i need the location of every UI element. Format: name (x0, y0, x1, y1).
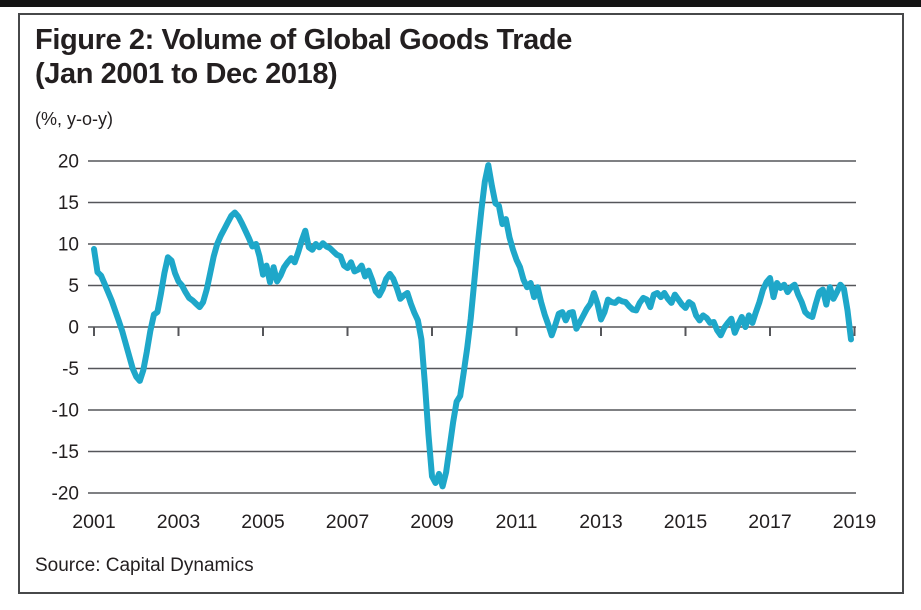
x-axis-label: 2011 (496, 511, 538, 533)
x-axis-label: 2019 (833, 511, 876, 533)
x-axis-label: 2003 (157, 511, 200, 533)
y-axis-label: -10 (52, 401, 79, 422)
y-axis-label: -5 (62, 359, 79, 380)
top-rule (0, 0, 921, 7)
x-axis-label: 2009 (410, 511, 453, 533)
y-axis-label: 5 (68, 276, 79, 297)
y-axis-label: 10 (58, 235, 79, 256)
x-axis-label: 2017 (748, 511, 791, 533)
y-axis-label: -15 (52, 442, 79, 463)
source-note: Source: Capital Dynamics (35, 555, 254, 576)
y-axis-label: 0 (68, 318, 79, 339)
y-axis-label: 20 (58, 152, 79, 173)
x-axis-label: 2001 (72, 511, 115, 533)
figure-title-line1: Figure 2: Volume of Global Goods Trade (35, 24, 572, 56)
x-axis-label: 2007 (326, 511, 369, 533)
y-axis-label: 15 (58, 193, 79, 214)
x-axis-label: 2013 (579, 511, 622, 533)
y-axis-unit-label: (%, y-o-y) (35, 109, 113, 129)
x-axis-label: 2015 (664, 511, 708, 533)
trade-volume-series-line (91, 162, 854, 490)
figure-title: Figure 2: Volume of Global Goods Trade (… (35, 23, 875, 91)
x-axis-label: 2005 (241, 511, 285, 533)
figure-title-line2: (Jan 2001 to Dec 2018) (35, 58, 338, 90)
y-axis-label: -20 (52, 484, 79, 505)
